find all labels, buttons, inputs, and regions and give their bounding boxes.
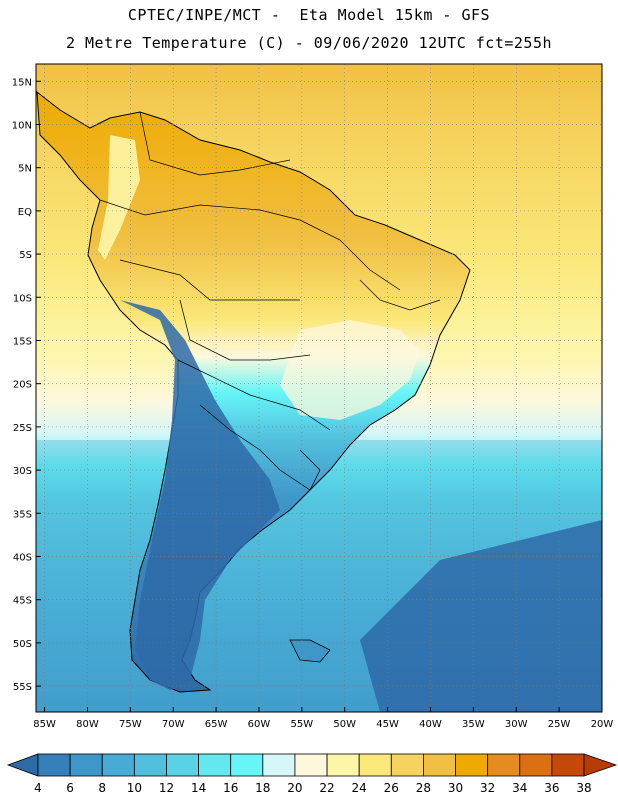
colorbar-label: 12 — [159, 781, 174, 795]
lat-tick-label: 10S — [13, 293, 32, 304]
colorbar-swatch — [423, 753, 456, 777]
lon-tick-label: 70W — [162, 719, 185, 730]
lat-tick-label: 5N — [18, 164, 32, 175]
lon-tick-label: 35W — [462, 719, 485, 730]
graticule — [36, 64, 603, 712]
lon-tick-label: 30W — [505, 719, 528, 730]
lat-tick-label: 55S — [13, 682, 32, 693]
colorbar-label: 22 — [319, 781, 334, 795]
colorbar-swatch — [133, 753, 167, 777]
colorbar-swatch — [230, 753, 264, 777]
andes-north-cool-band — [98, 135, 140, 260]
colorbar-max-arrow — [583, 753, 618, 777]
colorbar-swatch — [487, 753, 521, 777]
colorbar-label: 24 — [352, 781, 367, 795]
lon-tick-label: 45W — [376, 719, 399, 730]
country-borders — [99, 111, 441, 491]
colorbar-swatch — [358, 753, 392, 777]
lon-tick-label: 75W — [119, 719, 142, 730]
lon-tick-label: 55W — [291, 719, 314, 730]
lon-tick-label: 40W — [419, 719, 442, 730]
colorbar-swatch — [390, 753, 424, 777]
lat-tick-label: 45S — [13, 596, 32, 607]
lat-tick-label: 10N — [12, 120, 32, 131]
lat-tick-label: 25S — [13, 423, 32, 434]
latitude-axis: 15N 10N 5N EQ 5S 10S 15S 20S 25S 30S 35S 40S 45S 50S 5… — [12, 77, 41, 693]
falkland-islands — [289, 639, 331, 663]
colorbar-label: 16 — [223, 781, 238, 795]
lat-tick-label: 15N — [12, 77, 32, 88]
colorbar-swatch — [519, 753, 553, 777]
map-title-line-2: 2 Metre Temperature (C) - 09/06/2020 12U… — [65, 34, 553, 52]
lon-tick-label: 65W — [205, 719, 228, 730]
southern-cone-cold-core — [120, 300, 280, 690]
colorbar-label: 6 — [66, 781, 74, 795]
colorbar-swatch — [101, 753, 135, 777]
colorbar-swatch — [166, 753, 199, 777]
colorbar-label: 14 — [191, 781, 206, 795]
colorbar-min-arrow — [6, 753, 39, 777]
colorbar-swatch — [551, 753, 585, 777]
colorbar-label: 10 — [127, 781, 142, 795]
lon-tick-label: 50W — [333, 719, 356, 730]
lat-tick-label: 40S — [13, 552, 32, 563]
colorbar-label: 36 — [544, 781, 559, 795]
colorbar-label: 4 — [34, 781, 42, 795]
lat-tick-label: 5S — [19, 250, 32, 261]
southeast-brazil-mild-area — [280, 320, 420, 420]
colorbar-label: 26 — [384, 781, 399, 795]
colorbar-swatch — [262, 753, 296, 777]
colorbar-label: 30 — [448, 781, 463, 795]
lat-tick-label: 50S — [13, 639, 32, 650]
lat-tick-label: EQ — [18, 207, 32, 218]
colorbar-label: 28 — [416, 781, 431, 795]
colorbar-swatch — [198, 753, 232, 777]
colorbar-label: 38 — [576, 781, 591, 795]
colorbar-label: 8 — [98, 781, 106, 795]
colorbar-swatch — [294, 753, 328, 777]
colorbar-label: 34 — [512, 781, 527, 795]
lon-tick-label: 25W — [548, 719, 571, 730]
lon-tick-label: 85W — [33, 719, 56, 730]
lat-tick-label: 35S — [13, 509, 32, 520]
map-title-line-1: CPTEC/INPE/MCT - Eta Model 15km - GFS — [127, 6, 491, 24]
lat-tick-label: 30S — [13, 466, 32, 477]
colorbar-swatch — [69, 753, 103, 777]
temperature-colorbar: 4 6 8 10 12 14 16 18 20 22 24 26 28 30 32 34 36 38 — [6, 753, 618, 795]
colorbar-label: 20 — [287, 781, 302, 795]
colorbar-swatch — [455, 753, 489, 777]
colorbar-label: 32 — [480, 781, 495, 795]
lat-tick-label: 20S — [13, 380, 32, 391]
lon-tick-label: 60W — [248, 719, 271, 730]
lon-tick-label: 80W — [76, 719, 99, 730]
lat-tick-label: 15S — [13, 336, 32, 347]
colorbar-swatch — [37, 753, 71, 777]
map-plot-area — [36, 64, 602, 712]
longitude-axis: 85W 80W 75W 70W 65W 60W 55W 50W 45W 40W 35W 30W 25W 2… — [33, 707, 613, 730]
map-frame — [35, 63, 603, 713]
colorbar-swatch — [326, 753, 360, 777]
cold-ocean-patch — [360, 520, 602, 712]
colorbar-label: 18 — [255, 781, 270, 795]
lon-tick-label: 20W — [591, 719, 614, 730]
